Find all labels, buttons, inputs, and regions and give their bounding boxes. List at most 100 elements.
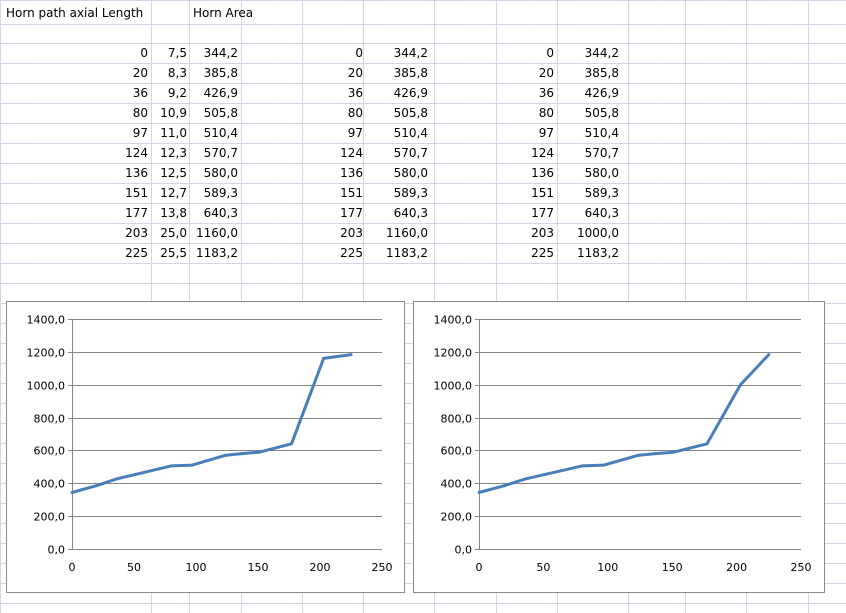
table1-cell-radius[interactable]: 11,0 [160,126,187,140]
table1-cell-length[interactable]: 151 [125,186,148,200]
table2-cell-length[interactable]: 80 [347,106,363,120]
table2-cell-area[interactable]: 344,2 [393,46,428,60]
table2-cell-length[interactable]: 97 [347,126,363,140]
table3-cell-length[interactable]: 151 [531,186,554,200]
table2-cell-area[interactable]: 505,8 [393,106,428,120]
data-point[interactable] [652,452,656,456]
data-point[interactable] [224,453,228,457]
table1-cell-area[interactable]: 589,3 [203,186,238,200]
table3-cell-area[interactable]: 1000,0 [577,226,619,240]
table1-cell-radius[interactable]: 10,9 [160,106,187,120]
table1-cell-radius[interactable]: 25,5 [160,246,187,260]
table3-cell-area[interactable]: 426,9 [584,86,619,100]
data-point[interactable] [95,484,99,488]
data-point[interactable] [190,463,194,467]
table1-cell-radius[interactable]: 13,8 [160,206,187,220]
data-point[interactable] [70,490,74,494]
table3-cell-length[interactable]: 136 [531,166,554,180]
data-point[interactable] [289,442,293,446]
table1-cell-length[interactable]: 97 [132,126,148,140]
table2-cell-area[interactable]: 426,9 [393,86,428,100]
data-point[interactable] [523,477,527,481]
data-point[interactable] [477,490,481,494]
table3-cell-area[interactable]: 1183,2 [577,246,619,260]
table3-cell-area[interactable]: 580,0 [584,166,619,180]
table2-cell-area[interactable]: 589,3 [393,186,428,200]
table1-cell-radius[interactable]: 9,2 [167,86,187,100]
table2-cell-area[interactable]: 1183,2 [386,246,428,260]
table3-cell-area[interactable]: 344,2 [584,46,619,60]
table3-cell-length[interactable]: 80 [538,106,554,120]
table1-cell-area[interactable]: 1160,0 [196,226,238,240]
table2-cell-length[interactable]: 124 [340,146,363,160]
data-point[interactable] [169,464,173,468]
header-horn-path-axial-length[interactable]: Horn path axial Length [6,6,144,20]
data-point[interactable] [349,353,353,357]
table3-cell-length[interactable]: 203 [531,226,554,240]
table1-cell-radius[interactable]: 12,7 [160,186,187,200]
table1-cell-length[interactable]: 0 [140,46,148,60]
data-point[interactable] [257,450,261,454]
table2-cell-length[interactable]: 36 [347,86,363,100]
table1-cell-area[interactable]: 640,3 [203,206,238,220]
table2-cell-length[interactable]: 136 [340,166,363,180]
table3-cell-length[interactable]: 177 [531,206,554,220]
table3-cell-length[interactable]: 0 [546,46,554,60]
table1-cell-area[interactable]: 570,7 [203,146,238,160]
table2-cell-area[interactable]: 1160,0 [386,226,428,240]
data-point[interactable] [115,477,119,481]
table1-cell-radius[interactable]: 8,3 [167,66,187,80]
table2-cell-length[interactable]: 225 [340,246,363,260]
table3-cell-area[interactable]: 505,8 [584,106,619,120]
table3-cell-length[interactable]: 20 [538,66,554,80]
table2-cell-length[interactable]: 177 [340,206,363,220]
table2-cell-area[interactable]: 580,0 [393,166,428,180]
table1-cell-length[interactable]: 80 [132,106,148,120]
table1-cell-area[interactable]: 580,0 [203,166,238,180]
table1-cell-area[interactable]: 344,2 [203,46,238,60]
table2-cell-length[interactable]: 151 [340,186,363,200]
table3-cell-area[interactable]: 640,3 [584,206,619,220]
table1-cell-area[interactable]: 505,8 [203,106,238,120]
table2-cell-area[interactable]: 640,3 [393,206,428,220]
table2-cell-length[interactable]: 0 [355,46,363,60]
table3-cell-area[interactable]: 385,8 [584,66,619,80]
table1-cell-length[interactable]: 20 [132,66,148,80]
table1-cell-length[interactable]: 203 [125,226,148,240]
table1-cell-length[interactable]: 136 [125,166,148,180]
header-horn-area[interactable]: Horn Area [193,6,254,20]
table1-cell-radius[interactable]: 12,5 [160,166,187,180]
table3-cell-length[interactable]: 36 [538,86,554,100]
series-line[interactable] [478,353,770,494]
data-point[interactable] [580,464,584,468]
table3-cell-area[interactable]: 589,3 [584,186,619,200]
chart-horn-area-1[interactable]: 0,0 200,0 400,0 600,0 800,0 1000,0 1200,0 1400,… [6,301,405,593]
data-point[interactable] [767,353,771,357]
table2-cell-area[interactable]: 510,4 [393,126,428,140]
table2-cell-length[interactable]: 20 [347,66,363,80]
data-point[interactable] [705,442,709,446]
table1-cell-radius[interactable]: 12,3 [160,146,187,160]
data-point[interactable] [239,452,243,456]
table2-cell-area[interactable]: 570,7 [393,146,428,160]
table1-cell-area[interactable]: 426,9 [203,86,238,100]
table1-cell-length[interactable]: 177 [125,206,148,220]
data-point[interactable] [738,383,742,387]
table3-cell-length[interactable]: 124 [531,146,554,160]
table3-cell-area[interactable]: 570,7 [584,146,619,160]
table1-cell-length[interactable]: 124 [125,146,148,160]
table3-cell-length[interactable]: 97 [538,126,554,140]
table3-cell-area[interactable]: 510,4 [584,126,619,140]
data-point[interactable] [322,356,326,360]
chart-horn-area-2[interactable]: 0,0 200,0 400,0 600,0 800,0 1000,0 1200,0 1400,… [413,301,825,593]
series-line[interactable] [71,353,352,494]
data-point[interactable] [503,484,507,488]
table1-cell-length[interactable]: 36 [132,86,148,100]
table2-cell-length[interactable]: 203 [340,226,363,240]
table1-cell-radius[interactable]: 7,5 [167,46,187,60]
table1-cell-area[interactable]: 510,4 [203,126,238,140]
table1-cell-radius[interactable]: 25,0 [160,226,187,240]
table2-cell-area[interactable]: 385,8 [393,66,428,80]
table1-cell-area[interactable]: 385,8 [203,66,238,80]
data-point[interactable] [637,453,641,457]
